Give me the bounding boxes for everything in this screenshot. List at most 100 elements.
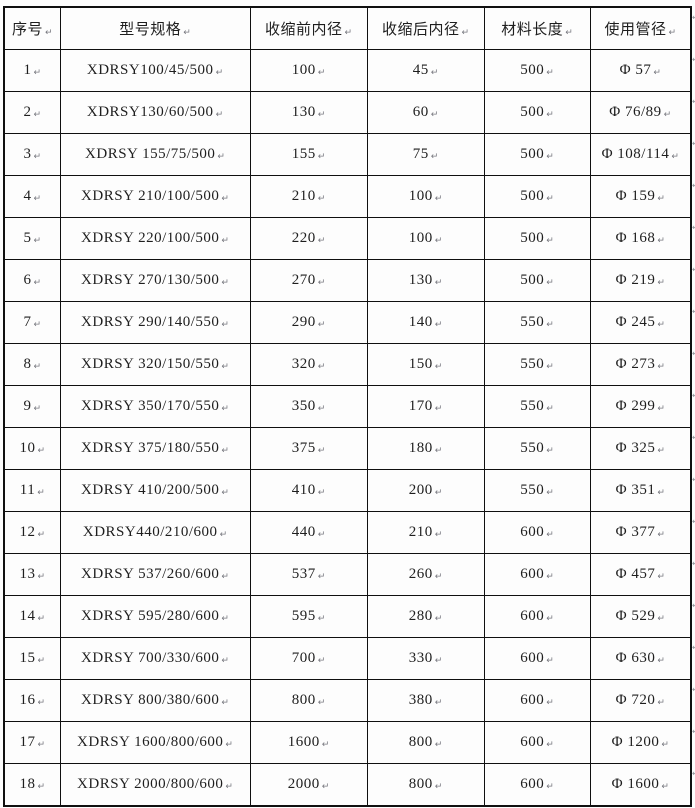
cell-model-spec-text: XDRSY130/60/500 — [86, 104, 214, 120]
cell-inner-diameter-before-shrink-text: 100 — [291, 62, 316, 78]
cell-end-marker-icon: ↵ — [33, 152, 42, 162]
cell-end-marker-icon: ↵ — [37, 614, 46, 624]
cell-material-length-text: 550 — [520, 482, 545, 498]
cell-end-marker-icon: ↵ — [565, 28, 573, 38]
cell-applicable-pipe-diameter: Φ 108/114 ↵ — [589, 133, 692, 176]
cell-end-marker-icon: ↵ — [37, 488, 45, 498]
cell-serial: 2 ↵ — [3, 91, 61, 134]
cell-serial: 15 ↵ — [3, 637, 61, 680]
cell-model-spec-text: XDRSY 320/150/550 — [81, 356, 220, 372]
cell-material-length-text: 600 — [520, 692, 545, 708]
cell-end-marker-icon: ↵ — [434, 194, 443, 204]
cell-serial-text: 17 — [19, 734, 36, 750]
cell-end-marker-icon: ↵ — [657, 446, 665, 456]
cell-material-length-text: 550 — [520, 398, 545, 414]
cell-inner-diameter-before-shrink-text: 410 — [291, 482, 316, 498]
cell-end-marker-icon: ↵ — [546, 572, 554, 582]
cell-serial-text: 3 — [23, 146, 32, 162]
cell-end-marker-icon: ↵ — [221, 488, 229, 498]
cell-end-marker-icon: ↵ — [37, 656, 46, 666]
cell-model-spec-text: XDRSY 375/180/550 — [81, 440, 220, 456]
cell-applicable-pipe-diameter-text: Φ 57 — [619, 62, 652, 78]
cell-end-marker-icon: ↵ — [344, 28, 353, 38]
cell-model-spec: XDRSY 320/150/550 ↵ — [59, 343, 251, 386]
cell-material-length-text: 600 — [520, 650, 545, 666]
cell-applicable-pipe-diameter-text: Φ 457 — [615, 566, 656, 582]
cell-end-marker-icon: ↵ — [657, 236, 665, 246]
cell-end-marker-icon: ↵ — [546, 446, 554, 456]
cell-model-spec-text: XDRSY 410/200/500 — [81, 482, 220, 498]
cell-model-spec: XDRSY100/45/500 ↵ — [59, 49, 251, 92]
cell-end-marker-icon: ↵ — [219, 530, 228, 540]
cell-end-marker-icon: ↵ — [657, 572, 665, 582]
cell-material-length: 500 ↵ — [483, 49, 591, 92]
cell-end-marker-icon: ↵ — [37, 446, 46, 456]
cell-applicable-pipe-diameter: Φ 630 ↵ — [589, 637, 692, 680]
cell-inner-diameter-before-shrink: 155 ↵ — [249, 133, 368, 176]
cell-applicable-pipe-diameter: Φ 168 ↵ — [589, 217, 692, 260]
cell-material-length: 500 ↵ — [483, 217, 591, 260]
cell-end-marker-icon: ↵ — [434, 782, 443, 792]
cell-end-marker-icon: ↵ — [225, 782, 233, 792]
cell-inner-diameter-before-shrink-text: 290 — [291, 314, 316, 330]
column-header-material-length: 材料长度 ↵ — [483, 6, 591, 50]
cell-inner-diameter-after-shrink: 60 ↵ — [366, 91, 485, 134]
cell-end-marker-icon: ↵ — [657, 194, 665, 204]
cell-inner-diameter-before-shrink-text: 130 — [291, 104, 316, 120]
cell-material-length-text: 600 — [520, 608, 545, 624]
cell-applicable-pipe-diameter-text: Φ 159 — [615, 188, 656, 204]
cell-end-marker-icon: ↵ — [661, 740, 669, 750]
cell-inner-diameter-before-shrink-text: 375 — [291, 440, 316, 456]
cell-end-marker-icon: ↵ — [434, 278, 443, 288]
cell-serial: 5 ↵ — [3, 217, 61, 260]
cell-inner-diameter-after-shrink: 150 ↵ — [366, 343, 485, 386]
cell-inner-diameter-before-shrink: 800 ↵ — [249, 679, 368, 722]
cell-material-length: 600 ↵ — [483, 763, 591, 807]
cell-material-length-text: 550 — [520, 314, 545, 330]
cell-end-marker-icon: ↵ — [546, 236, 554, 246]
cell-inner-diameter-before-shrink-text: 700 — [291, 650, 316, 666]
cell-end-marker-icon: ↵ — [430, 68, 439, 78]
cell-material-length: 500 ↵ — [483, 91, 591, 134]
cell-end-marker-icon: ↵ — [317, 278, 326, 288]
cell-end-marker-icon: ↵ — [183, 28, 191, 38]
cell-end-marker-icon: ↵ — [317, 152, 326, 162]
cell-serial: 10 ↵ — [3, 427, 61, 470]
column-header-model-spec-text: 型号规格 — [119, 22, 182, 38]
table-row: 11 ↵ XDRSY 410/200/500 ↵ 410 ↵ 200 ↵ 550 ↵ Φ 351 ↵ — [3, 469, 692, 512]
cell-end-marker-icon: ↵ — [221, 698, 229, 708]
cell-inner-diameter-after-shrink: 210 ↵ — [366, 511, 485, 554]
cell-end-marker-icon: ↵ — [663, 110, 672, 120]
cell-end-marker-icon: ↵ — [546, 320, 554, 330]
header-row: 序号 ↵ 型号规格 ↵ 收缩前内径 ↵ 收缩后内径 ↵ 材料长度 ↵ 使用管径 ↵ — [3, 6, 692, 50]
cell-end-marker-icon: ↵ — [434, 488, 443, 498]
table-row: 18 ↵ XDRSY 2000/800/600 ↵ 2000 ↵ 800 ↵ 600 ↵ Φ 160… — [3, 763, 692, 807]
cell-end-marker-icon: ↵ — [546, 614, 554, 624]
cell-inner-diameter-after-shrink: 170 ↵ — [366, 385, 485, 428]
cell-model-spec-text: XDRSY 210/100/500 — [81, 188, 220, 204]
cell-applicable-pipe-diameter-text: Φ 1600 — [611, 776, 660, 792]
cell-end-marker-icon: ↵ — [661, 782, 669, 792]
cell-serial-text: 13 — [19, 566, 36, 582]
table-row: 9 ↵ XDRSY 350/170/550 ↵ 350 ↵ 170 ↵ 550 ↵ Φ 299 ↵ — [3, 385, 692, 428]
cell-applicable-pipe-diameter: Φ 57 ↵ — [589, 49, 692, 92]
cell-end-marker-icon: ↵ — [33, 404, 42, 414]
cell-inner-diameter-before-shrink: 100 ↵ — [249, 49, 368, 92]
cell-end-marker-icon: ↵ — [33, 68, 42, 78]
table-row: 17 ↵ XDRSY 1600/800/600 ↵ 1600 ↵ 800 ↵ 600 ↵ Φ 120… — [3, 721, 692, 764]
cell-end-marker-icon: ↵ — [657, 362, 665, 372]
cell-applicable-pipe-diameter-text: Φ 720 — [615, 692, 656, 708]
cell-end-marker-icon: ↵ — [546, 782, 554, 792]
cell-end-marker-icon: ↵ — [546, 404, 554, 414]
cell-end-marker-icon: ↵ — [546, 362, 554, 372]
cell-end-marker-icon: ↵ — [671, 152, 679, 162]
cell-end-marker-icon: ↵ — [33, 362, 42, 372]
cell-end-marker-icon: ↵ — [317, 572, 326, 582]
cell-end-marker-icon: ↵ — [434, 362, 443, 372]
cell-inner-diameter-before-shrink: 700 ↵ — [249, 637, 368, 680]
cell-end-marker-icon: ↵ — [44, 28, 53, 38]
cell-serial: 14 ↵ — [3, 595, 61, 638]
table-row: 12 ↵ XDRSY440/210/600 ↵ 440 ↵ 210 ↵ 600 ↵ Φ 377 ↵ — [3, 511, 692, 554]
cell-inner-diameter-after-shrink-text: 330 — [408, 650, 433, 666]
cell-end-marker-icon: ↵ — [221, 446, 229, 456]
